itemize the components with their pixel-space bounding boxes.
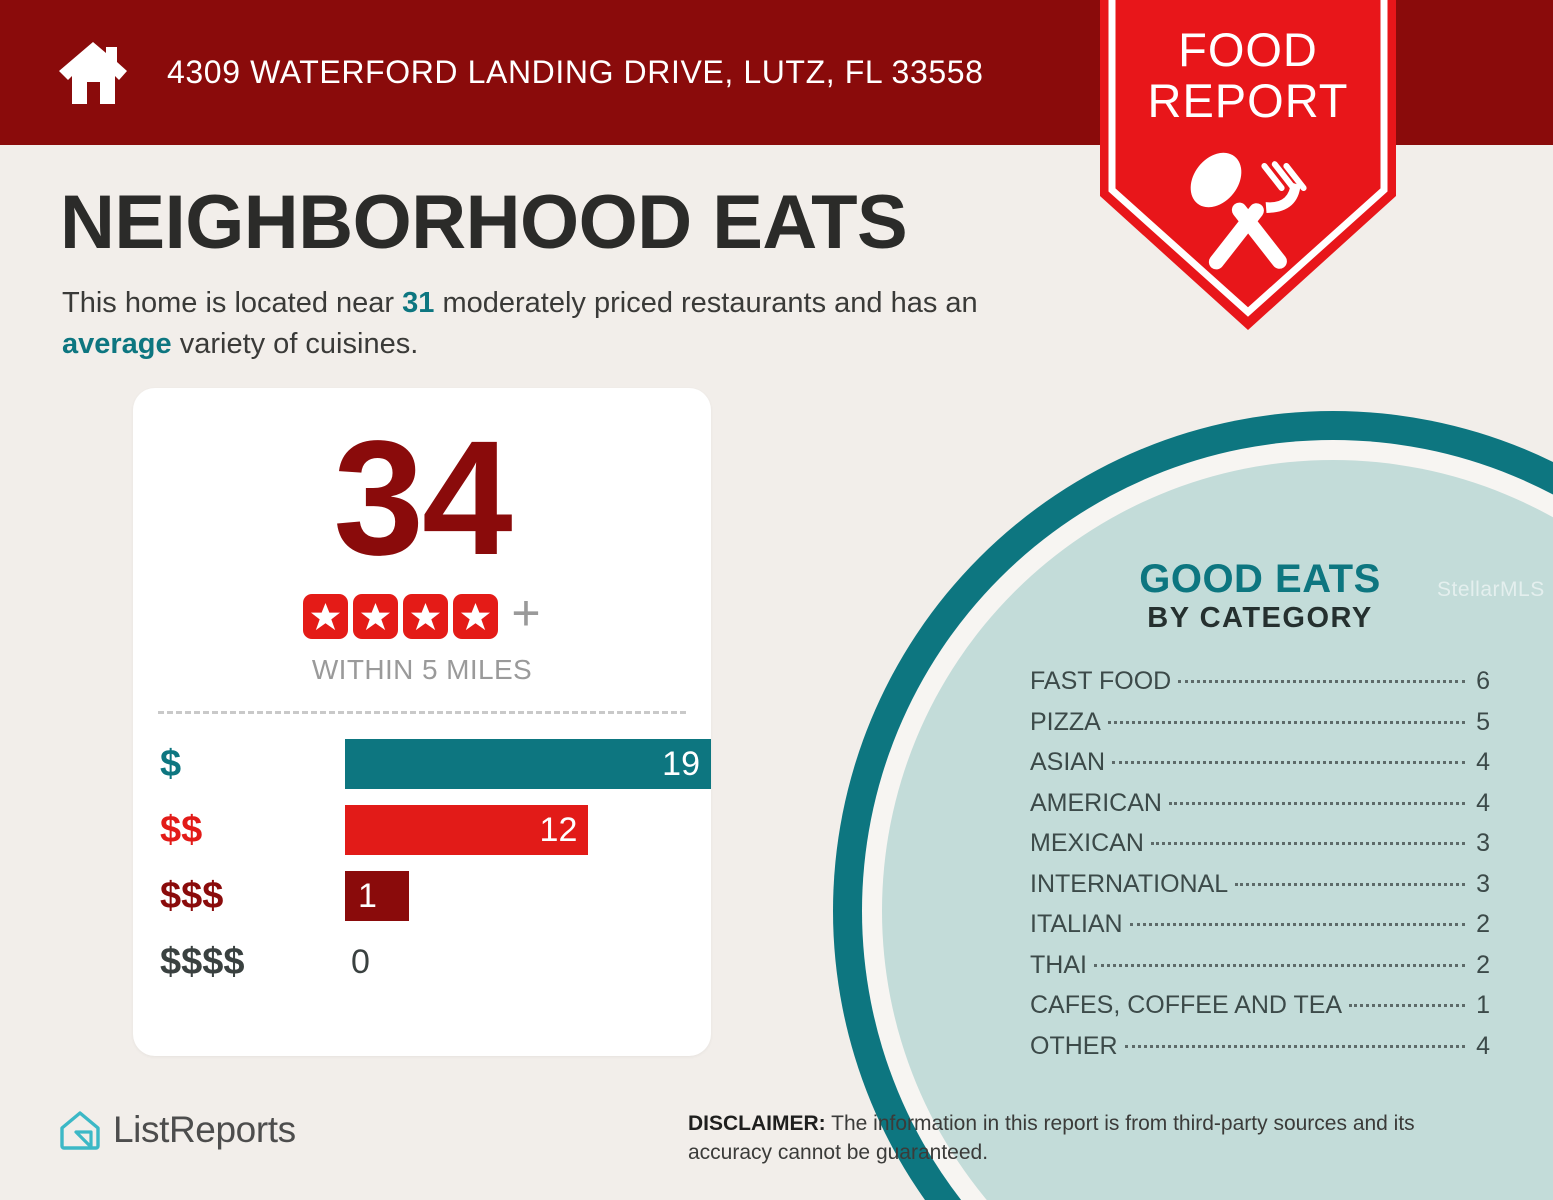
good-eats-subheading: BY CATEGORY [1147, 602, 1373, 634]
card-divider [158, 711, 686, 714]
list-item: FAST FOOD 6 [1030, 667, 1490, 708]
category-list: FAST FOOD 6 PIZZA 5 ASIAN 4 AMERICAN 4 M… [1030, 667, 1490, 1072]
subtitle-part-2: moderately priced restaurants and has an [434, 287, 978, 319]
radius-label: WITHIN 5 MILES [311, 654, 533, 685]
dot-leader [1150, 842, 1465, 845]
dot-leader [1178, 680, 1465, 683]
category-name: INTERNATIONAL [1030, 869, 1229, 898]
subtitle-restaurant-count: 31 [402, 287, 435, 319]
home-icon [55, 38, 131, 108]
bar-value: 12 [539, 810, 578, 849]
header-address: 4309 WATERFORD LANDING DRIVE, LUTZ, FL 3… [167, 54, 984, 90]
bar-label: $ [160, 743, 182, 785]
bar-track: 12 [345, 797, 711, 863]
spoon-fork-icon [1190, 152, 1307, 270]
bar-fill: 12 [345, 805, 589, 855]
badge-line-1: FOOD [1178, 23, 1318, 76]
bar-row: $$$ 1 [160, 863, 711, 929]
listreports-logo: ListReports [58, 1108, 296, 1152]
dot-leader [1168, 801, 1465, 805]
bar-track: 1 [345, 863, 711, 929]
list-item: ASIAN 4 [1030, 748, 1490, 789]
house-tag-icon [58, 1108, 102, 1152]
bar-label: $$$ [160, 875, 224, 917]
list-item: INTERNATIONAL 3 [1030, 870, 1490, 911]
dot-leader [1129, 923, 1465, 926]
category-value: 3 [1476, 829, 1490, 857]
badge-line-2: REPORT [1147, 74, 1349, 127]
bar-value: 1 [358, 876, 377, 915]
bar-row: $$$$ 0 [160, 929, 711, 995]
subtitle-variety-level: average [62, 328, 172, 361]
bar-track: 19 [345, 731, 711, 797]
disclaimer: DISCLAIMER: The information in this repo… [688, 1110, 1498, 1168]
category-value: 5 [1476, 707, 1490, 736]
dot-leader [1112, 761, 1465, 764]
category-name: MEXICAN [1030, 829, 1144, 857]
bar-label: $$ [160, 809, 203, 851]
category-value: 4 [1476, 1031, 1490, 1060]
logo-text: ListReports [113, 1109, 296, 1150]
bar-label: $$$$ [160, 941, 245, 983]
bar-value: 0 [351, 942, 370, 981]
bar-value: 19 [662, 744, 700, 783]
star-icon [403, 593, 449, 639]
bar-track: 0 [345, 929, 711, 995]
star-icon [303, 593, 349, 639]
list-item: AMERICAN 4 [1030, 789, 1490, 830]
star-rating: + [133, 585, 711, 641]
disclaimer-text: The information in this report is from t… [688, 1112, 1415, 1164]
category-value: 1 [1476, 991, 1490, 1019]
bar-fill: 19 [345, 739, 711, 789]
list-item: ITALIAN 2 [1030, 910, 1490, 951]
good-eats-panel: GOOD EATS BY CATEGORY FAST FOOD 6 PIZZA … [1030, 558, 1490, 1072]
good-eats-heading: GOOD EATS [1139, 557, 1381, 601]
subtitle-part-1: This home is located near [62, 287, 403, 319]
dot-leader [1235, 882, 1465, 886]
dot-leader [1093, 963, 1465, 967]
star-icon [453, 593, 499, 639]
category-value: 3 [1476, 869, 1490, 898]
category-name: AMERICAN [1030, 788, 1162, 817]
page-subtitle: This home is located near 31 moderately … [62, 283, 1072, 365]
star-icon [353, 593, 399, 639]
category-name: THAI [1030, 950, 1087, 979]
dot-leader [1124, 1044, 1465, 1048]
category-name: CAFES, COFFEE AND TEA [1030, 991, 1343, 1019]
list-item: OTHER 4 [1030, 1032, 1490, 1073]
dot-leader [1349, 1004, 1465, 1007]
page-title: NEIGHBORHOOD EATS [60, 180, 908, 265]
restaurant-stats-card: 34 + WITHIN 5 MILES $ 19 $$ [133, 388, 711, 1056]
category-value: 4 [1476, 788, 1490, 817]
header-content: 4309 WATERFORD LANDING DRIVE, LUTZ, FL 3… [55, 0, 984, 145]
food-report-badge: FOOD REPORT [1100, 0, 1396, 330]
bar-row: $ 19 [160, 731, 711, 797]
category-value: 2 [1476, 910, 1490, 938]
bar-fill: 1 [345, 871, 410, 921]
restaurant-count-total: 34 [333, 406, 512, 589]
list-item: CAFES, COFFEE AND TEA 1 [1030, 991, 1490, 1032]
category-name: ITALIAN [1030, 910, 1123, 938]
bar-row: $$ 12 [160, 797, 711, 863]
badge-label: FOOD REPORT [1100, 26, 1396, 124]
disclaimer-label: DISCLAIMER: [688, 1112, 826, 1135]
list-item: MEXICAN 3 [1030, 829, 1490, 870]
category-value: 4 [1476, 748, 1490, 776]
subtitle-part-3: variety of cuisines. [171, 328, 419, 361]
category-value: 6 [1476, 667, 1490, 695]
list-item: PIZZA 5 [1030, 708, 1490, 749]
price-tier-bar-chart: $ 19 $$ 12 $$$ 1 $$$$ [133, 731, 711, 995]
category-name: OTHER [1030, 1031, 1118, 1060]
category-name: PIZZA [1030, 707, 1101, 736]
category-value: 2 [1476, 950, 1490, 979]
category-name: FAST FOOD [1030, 667, 1172, 695]
list-item: THAI 2 [1030, 951, 1490, 992]
rating-plus-sign: + [511, 585, 541, 641]
category-name: ASIAN [1030, 748, 1106, 776]
dot-leader [1107, 720, 1465, 724]
